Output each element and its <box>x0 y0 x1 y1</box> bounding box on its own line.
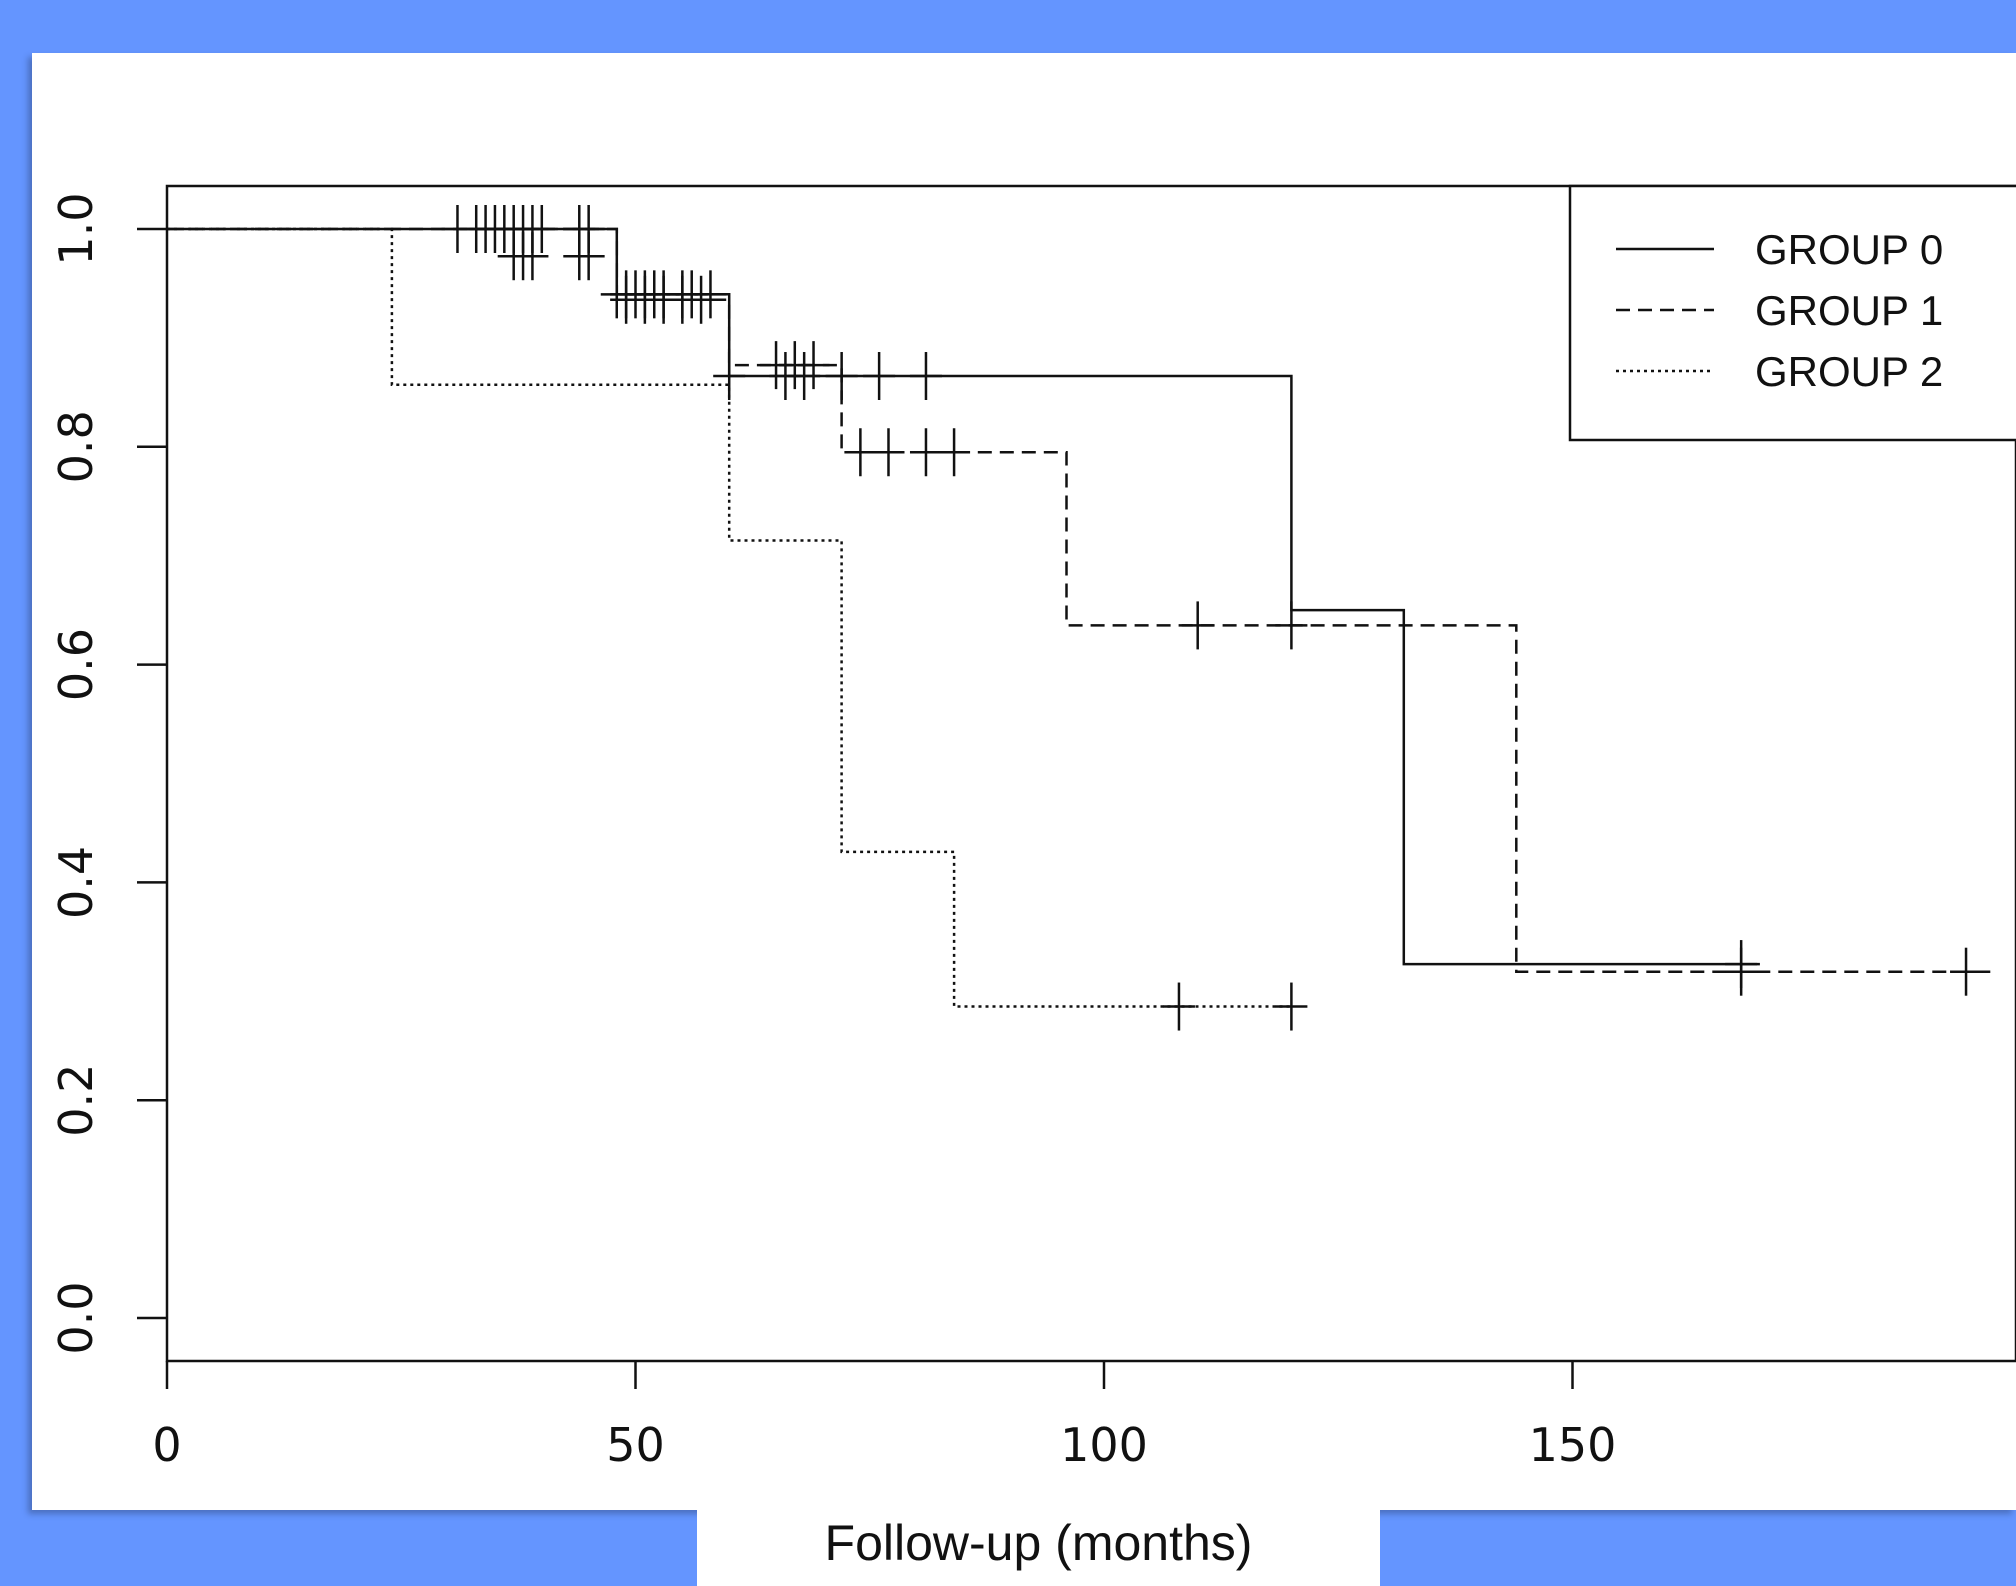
x-tick-label: 0 <box>152 1418 181 1472</box>
censor-mark <box>863 352 896 401</box>
x-axis: 0 50 100 150 <box>152 1361 1616 1472</box>
legend: GROUP 0 GROUP 1 GROUP 2 <box>1568 184 2016 442</box>
y-tick-label: 1.0 <box>49 192 103 265</box>
censor-mark <box>1162 982 1195 1031</box>
series-layer <box>167 205 1995 1031</box>
legend-label: GROUP 1 <box>1755 287 1943 334</box>
censor-mark <box>1275 601 1308 650</box>
series-2 <box>167 227 1308 1031</box>
censor-mark <box>938 428 971 477</box>
censor-mark <box>516 232 549 281</box>
plot-frame <box>165 184 2016 1363</box>
censor-mark <box>844 428 877 477</box>
censor-mark <box>788 352 821 401</box>
legend-label: GROUP 2 <box>1755 348 1943 395</box>
censor-mark <box>694 270 727 319</box>
censor-mark <box>872 428 905 477</box>
censor-mark <box>909 428 942 477</box>
y-tick-label: 0.6 <box>49 628 103 701</box>
series-0 <box>167 205 1760 989</box>
x-tick-label: 50 <box>606 1418 665 1472</box>
x-axis-label-box: Follow-up (months) <box>697 1510 1380 1586</box>
series-line <box>167 227 1760 966</box>
censor-mark <box>1725 947 1758 996</box>
y-tick-label: 0.4 <box>49 846 103 919</box>
censor-mark <box>909 352 942 401</box>
censor-mark <box>685 275 718 324</box>
series-line <box>167 227 1995 973</box>
y-tick-label: 0.2 <box>49 1064 103 1137</box>
series-1 <box>167 227 1995 996</box>
legend-box <box>1568 184 2016 442</box>
censor-mark <box>797 341 830 390</box>
censor-mark <box>572 232 605 281</box>
y-axis: 0.0 0.2 0.4 0.6 0.8 1.0 <box>49 192 167 1355</box>
x-tick-label: 150 <box>1529 1418 1617 1472</box>
y-tick-label: 0.8 <box>49 410 103 483</box>
censor-mark <box>1275 982 1308 1031</box>
censor-mark <box>1181 601 1214 650</box>
series-line <box>167 227 1292 1008</box>
x-axis-label: Follow-up (months) <box>824 1515 1253 1571</box>
legend-label: GROUP 0 <box>1755 226 1943 273</box>
x-tick-label: 100 <box>1060 1418 1148 1472</box>
y-tick-label: 0.0 <box>49 1281 103 1354</box>
censor-mark <box>1950 947 1983 996</box>
